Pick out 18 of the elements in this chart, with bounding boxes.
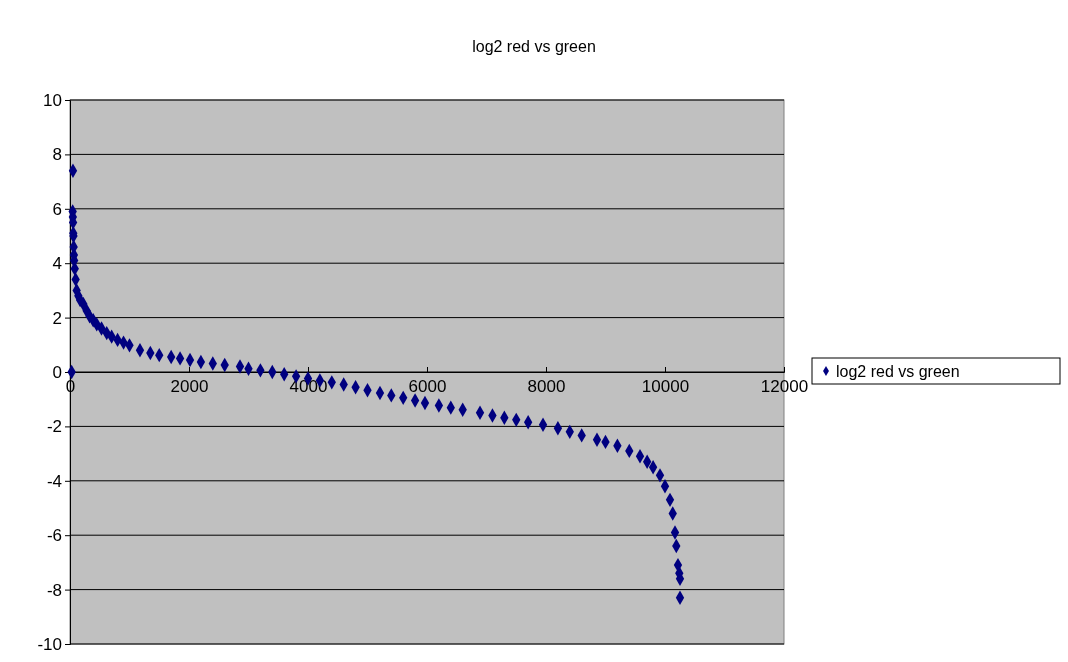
x-tick-label: 8000 — [527, 377, 566, 397]
y-tick-label: 6 — [52, 199, 62, 219]
y-tick-label: 8 — [52, 145, 62, 165]
x-tick-label: 2000 — [170, 377, 209, 397]
x-tick-label: 12000 — [760, 377, 809, 397]
y-tick-label: -4 — [46, 471, 62, 491]
chart-title: log2 red vs green — [472, 38, 596, 55]
y-tick-label: 0 — [52, 362, 62, 382]
y-tick-label: -10 — [37, 634, 62, 654]
y-tick-label: -2 — [46, 417, 62, 437]
x-tick-label: 6000 — [408, 377, 447, 397]
y-tick-label: -8 — [46, 580, 62, 600]
x-tick-label: 10000 — [641, 377, 690, 397]
legend-label: log2 red vs green — [836, 363, 960, 380]
y-tick-label: 2 — [52, 308, 62, 328]
y-tick-label: 4 — [52, 254, 62, 274]
y-tick-label: -6 — [46, 526, 62, 546]
y-tick-label: 10 — [43, 90, 62, 110]
